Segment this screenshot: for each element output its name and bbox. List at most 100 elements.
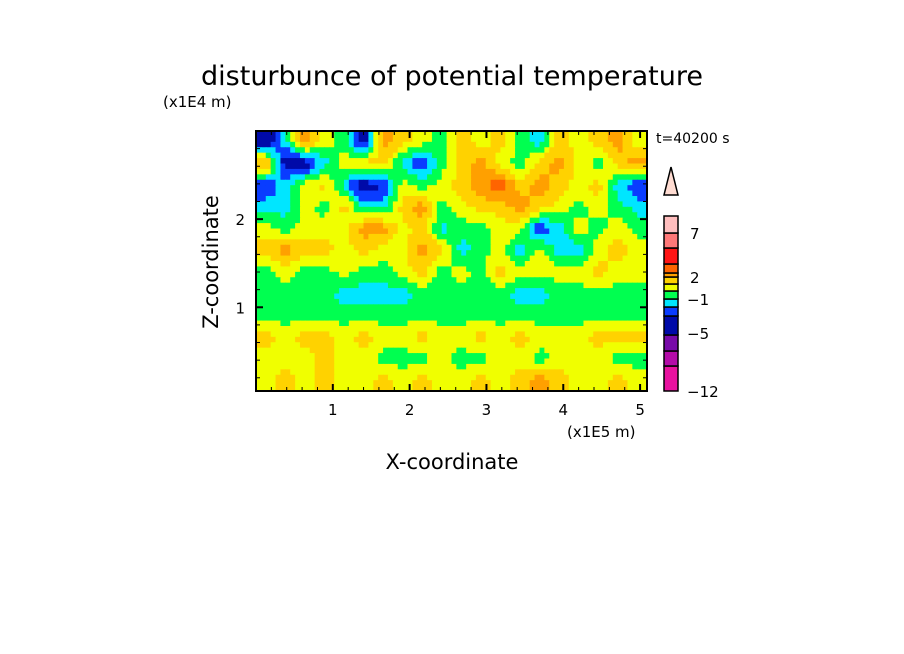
contour-cell <box>637 374 643 381</box>
contour-cell <box>519 244 526 251</box>
contour-cell <box>402 217 409 224</box>
contour-cell <box>544 277 550 284</box>
contour-cell <box>617 331 624 338</box>
contour-cell <box>627 168 633 175</box>
contour-cell <box>612 298 619 305</box>
contour-cell <box>324 255 330 262</box>
contour-cell <box>441 185 448 192</box>
contour-cell <box>603 288 609 295</box>
contour-cell <box>554 331 560 338</box>
contour-cell <box>378 358 384 365</box>
contour-cell <box>383 136 389 143</box>
contour-cell <box>593 212 599 219</box>
contour-cell <box>544 158 550 165</box>
contour-cell <box>309 168 316 175</box>
contour-cell <box>427 239 433 246</box>
contour-cell <box>544 201 550 208</box>
contour-cell <box>544 131 550 138</box>
contour-cell <box>519 250 526 257</box>
contour-cell <box>427 261 433 268</box>
contour-cell <box>534 228 541 235</box>
contour-cell <box>270 374 277 381</box>
contour-cell <box>573 141 580 148</box>
contour-cell <box>329 141 335 148</box>
contour-cell <box>378 228 384 235</box>
contour-cell <box>260 363 267 370</box>
contour-cell <box>402 293 409 300</box>
contour-cell <box>612 239 619 246</box>
contour-cell <box>480 271 487 278</box>
contour-cell <box>549 196 555 203</box>
contour-cell <box>383 223 389 230</box>
contour-cell <box>265 288 272 295</box>
contour-cell <box>412 385 418 392</box>
contour-cell <box>451 233 457 240</box>
contour-cell <box>343 185 350 192</box>
contour-cell <box>363 136 370 143</box>
contour-cell <box>436 233 443 240</box>
contour-cell <box>495 196 501 203</box>
contour-cell <box>431 255 438 262</box>
contour-cell <box>285 271 291 278</box>
contour-cell <box>412 277 418 284</box>
contour-cell <box>431 136 438 143</box>
contour-cell <box>417 190 423 197</box>
contour-cell <box>480 158 487 165</box>
contour-cell <box>422 261 428 268</box>
contour-cell <box>329 233 335 240</box>
contour-cell <box>339 271 345 278</box>
contour-cell <box>446 168 453 175</box>
contour-cell <box>573 385 580 392</box>
contour-cell <box>637 168 643 175</box>
contour-cell <box>265 277 272 284</box>
contour-cell <box>510 228 516 235</box>
contour-cell <box>319 336 326 343</box>
contour-cell <box>431 174 438 181</box>
contour-cell <box>593 239 599 246</box>
contour-cell <box>529 179 536 186</box>
contour-cell <box>578 363 585 370</box>
contour-cell <box>539 326 545 333</box>
contour-cell <box>446 385 453 392</box>
contour-cell <box>461 288 467 295</box>
contour-cell <box>329 288 335 295</box>
contour-cell <box>290 217 296 224</box>
contour-cell <box>407 288 413 295</box>
contour-cell <box>505 223 511 230</box>
contour-cell <box>343 201 350 208</box>
contour-cell <box>314 158 321 165</box>
contour-cell <box>314 315 321 322</box>
contour-cell <box>627 347 633 354</box>
contour-cell <box>319 266 326 273</box>
contour-cell <box>285 293 291 300</box>
contour-cell <box>510 277 516 284</box>
contour-cell <box>603 147 609 154</box>
contour-cell <box>290 315 296 322</box>
contour-cell <box>309 141 316 148</box>
contour-cell <box>529 353 536 360</box>
contour-cell <box>358 223 365 230</box>
contour-cell <box>373 196 379 203</box>
contour-cell <box>334 353 340 360</box>
contour-cell <box>373 185 379 192</box>
contour-cell <box>280 152 286 159</box>
contour-cell <box>334 196 340 203</box>
contour-cell <box>578 358 585 365</box>
contour-cell <box>485 136 492 143</box>
contour-cell <box>539 163 545 170</box>
contour-cell <box>505 320 511 327</box>
contour-cell <box>456 358 462 365</box>
contour-cell <box>339 374 345 381</box>
contour-cell <box>500 380 506 387</box>
contour-cell <box>559 223 565 230</box>
contour-cell <box>295 309 301 316</box>
contour-cell <box>270 196 277 203</box>
contour-cell <box>568 271 575 278</box>
contour-cell <box>417 250 423 257</box>
contour-cell <box>427 331 433 338</box>
contour-cell <box>329 174 335 181</box>
contour-cell <box>260 380 267 387</box>
contour-cell <box>260 298 267 305</box>
contour-cell <box>368 244 374 251</box>
contour-cell <box>446 141 453 148</box>
